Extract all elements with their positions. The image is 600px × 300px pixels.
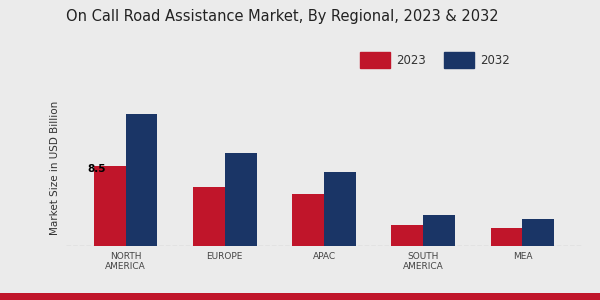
Y-axis label: Market Size in USD Billion: Market Size in USD Billion <box>50 101 61 235</box>
Bar <box>125 114 157 246</box>
Bar <box>423 215 455 246</box>
Bar <box>225 154 257 246</box>
Text: 2023: 2023 <box>396 53 426 67</box>
Bar <box>324 172 356 246</box>
Bar <box>193 188 225 246</box>
Text: 2032: 2032 <box>480 53 510 67</box>
Bar <box>94 166 125 246</box>
Text: 8.5: 8.5 <box>88 164 106 174</box>
Bar <box>391 225 423 246</box>
Bar <box>523 219 554 246</box>
Text: On Call Road Assistance Market, By Regional, 2023 & 2032: On Call Road Assistance Market, By Regio… <box>66 9 499 24</box>
Bar <box>292 194 324 246</box>
Bar <box>491 228 523 246</box>
